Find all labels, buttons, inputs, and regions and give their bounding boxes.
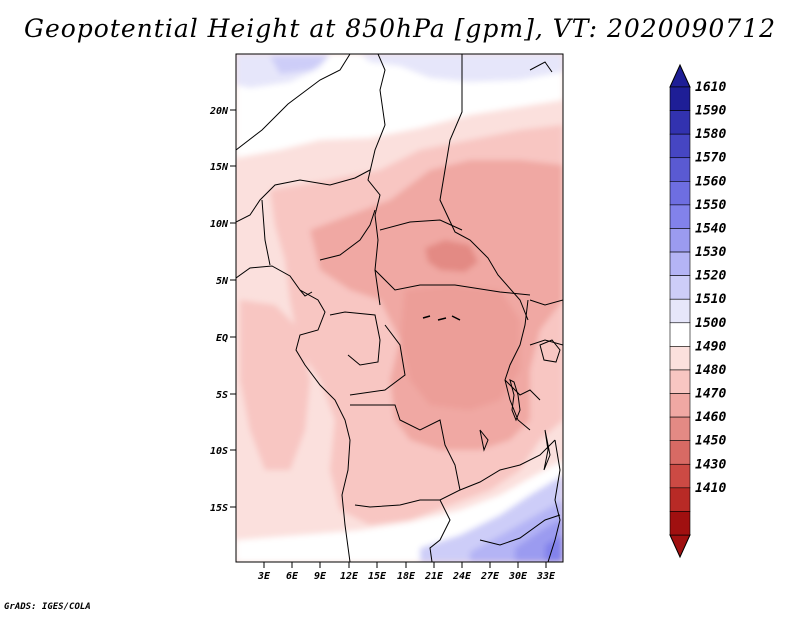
lon-label: 3E [257, 571, 271, 582]
colorbar-swatch [669, 298, 691, 324]
border-sudan [439, 54, 529, 321]
colorbar-label: 1490 [695, 339, 726, 354]
lon-label: 15E [368, 571, 387, 582]
colorbar-label: 1470 [695, 387, 726, 402]
colorbar: 1610 1590 1580 1570 1560 1550 1540 1530 1520 1510… [669, 63, 726, 559]
border-benin [261, 199, 271, 266]
colorbar-label: 1480 [695, 363, 726, 378]
colorbar-label: 1550 [695, 198, 726, 213]
colorbar-label: 1510 [695, 292, 726, 307]
colorbar-swatch [669, 487, 691, 512]
lat-label: 15S [210, 503, 228, 514]
border-angola [350, 404, 461, 508]
lake-malawi [543, 429, 551, 471]
bioko-island [299, 289, 313, 297]
colorbar-label: 1610 [695, 80, 726, 95]
colorbar-label: 1580 [695, 127, 726, 142]
lat-label: 20N [209, 106, 229, 117]
lake-victoria [539, 339, 561, 363]
colorbar-swatch [669, 110, 691, 135]
country-borders [236, 54, 563, 562]
border-cameroon [319, 209, 376, 261]
river-congo-dashes [422, 315, 461, 321]
lat-label: 10N [210, 219, 229, 230]
border-east-drc [504, 299, 531, 431]
colorbar-swatch [669, 393, 691, 418]
colorbar-label: 1570 [695, 151, 726, 166]
colorbar-swatch [669, 86, 691, 111]
border-zimbabwe [479, 514, 561, 546]
colorbar-swatch [669, 511, 691, 536]
coastline-west [236, 265, 351, 562]
colorbar-swatch [669, 251, 691, 276]
lon-label: 18E [397, 571, 416, 582]
border-chad-west [367, 54, 386, 306]
field-1530-nw [270, 56, 330, 74]
colorbar-swatch [669, 369, 691, 394]
lat-axis: 20N 15N 10N 5N EQ 5S 10S 15S [209, 106, 236, 514]
border-uganda-north [529, 299, 563, 306]
colorbar-swatch [669, 228, 691, 253]
colorbar-swatch [669, 181, 691, 206]
border-uganda-south [529, 339, 563, 346]
lon-label: 21E [424, 571, 444, 582]
colorbar-label: 1450 [695, 434, 726, 449]
map-frame [235, 53, 564, 563]
colorbar-swatch [669, 204, 691, 229]
border-nigeria-north [236, 169, 371, 223]
border-car-south [374, 269, 531, 296]
colorbar-label: 1590 [695, 104, 726, 119]
colorbar-swatch [669, 133, 691, 159]
colorbar-swatch [669, 463, 691, 489]
lon-label: 24E [452, 571, 472, 582]
lon-label: 30E [508, 571, 528, 582]
lon-label: 27E [480, 571, 500, 582]
colorbar-label: 1460 [695, 410, 726, 425]
colorbar-swatch [669, 322, 691, 347]
colorbar-swatch [669, 157, 691, 182]
field-1470 [425, 240, 478, 272]
lake-tanganyika [509, 379, 521, 422]
height-field [236, 54, 563, 562]
colorbar-label: 1560 [695, 174, 726, 189]
lat-label: EQ [216, 333, 228, 344]
border-namibia [429, 499, 451, 562]
border-zambia [459, 439, 556, 491]
colorbar-swatch [669, 440, 691, 465]
lake-mweru [479, 429, 489, 452]
lat-label: 5S [216, 390, 228, 401]
colorbar-label: 1530 [695, 245, 726, 260]
lon-label: 12E [340, 571, 359, 582]
lat-label: 10S [210, 446, 228, 457]
border-gabon [329, 311, 381, 366]
border-mozambique [547, 439, 561, 562]
colorbar-bottom-cap [669, 534, 691, 559]
colorbar-swatch [669, 275, 691, 300]
colorbar-swatch [669, 416, 691, 441]
field-1560-south [545, 535, 563, 562]
colorbar-top-cap [669, 63, 691, 88]
coast-red-sea [529, 61, 553, 73]
lon-label: 33E [536, 571, 556, 582]
map-title: Geopotential Height at 850hPa [gpm], VT:… [23, 14, 777, 43]
lon-axis: 3E 6E 9E 12E 15E 18E 21E 24E 27E 30E 33E [257, 562, 556, 582]
border-north-a [236, 54, 351, 151]
colorbar-label: 1500 [695, 316, 726, 331]
colorbar-label: 1540 [695, 221, 726, 236]
field-1490-west [240, 300, 310, 470]
lat-label: 5N [216, 276, 229, 287]
lat-label: 15N [210, 162, 229, 173]
border-car-north [379, 219, 463, 231]
colorbar-label: 1520 [695, 269, 726, 284]
lon-label: 6E [286, 571, 299, 582]
colorbar-label: 1410 [695, 481, 726, 496]
colorbar-label: 1430 [695, 457, 726, 472]
border-congo [349, 324, 406, 396]
colorbar-swatch [669, 346, 691, 371]
lon-label: 9E [314, 571, 327, 582]
grads-credit: GrADS: IGES/COLA [4, 602, 91, 612]
